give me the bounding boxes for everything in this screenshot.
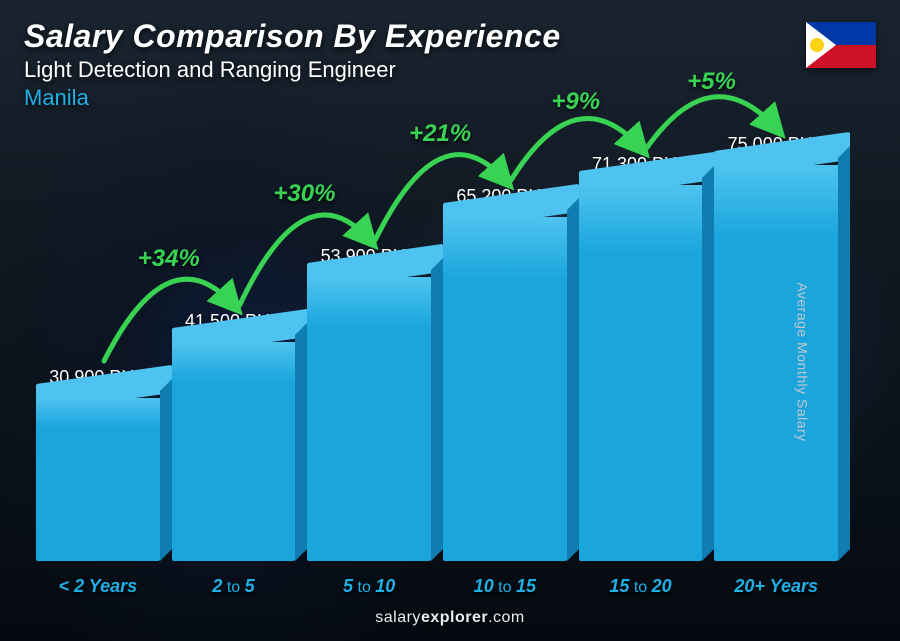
bar-column: 53,900 PHP [307,246,431,561]
bar [172,342,296,561]
x-axis-label: 10 to 15 [443,576,567,597]
growth-percent-label: +30% [273,180,335,208]
x-axis-labels: < 2 Years 2 to 5 5 to 10 10 to 15 15 to 20 20… [24,576,850,597]
header: Salary Comparison By Experience Light De… [24,18,876,111]
flag-icon [806,22,876,68]
growth-percent-label: +5% [687,68,736,96]
bar [579,185,703,561]
bar [443,217,567,561]
bar-column: 41,500 PHP [172,311,296,561]
x-axis-label: 20+ Years [714,576,838,597]
page-subtitle: Light Detection and Ranging Engineer [24,57,876,83]
brand-prefix: salary [375,609,421,626]
bar-column: 65,200 PHP [443,186,567,561]
bar [714,165,838,561]
y-axis-label: Average Monthly Salary [794,282,810,441]
bar-column: 30,900 PHP [36,367,160,561]
x-axis-label: 5 to 10 [307,576,431,597]
bar [307,277,431,561]
x-axis-label: 15 to 20 [579,576,703,597]
growth-percent-label: +21% [409,120,471,148]
salary-bar-chart: 30,900 PHP 41,500 PHP 53,900 PHP 65,200 … [24,119,876,605]
bar-column: 75,000 PHP [714,134,838,561]
x-axis-label: 2 to 5 [172,576,296,597]
growth-percent-label: +34% [138,245,200,273]
infographic-container: Salary Comparison By Experience Light De… [0,0,900,641]
growth-percent-label: +9% [551,88,600,116]
location-label: Manila [24,85,876,111]
bar-column: 71,300 PHP [579,154,703,561]
brand-bold: explorer [421,609,488,626]
bars-container: 30,900 PHP 41,500 PHP 53,900 PHP 65,200 … [24,131,850,561]
brand-suffix: .com [488,609,525,626]
bar [36,398,160,561]
footer-brand: salaryexplorer.com [24,605,876,627]
page-title: Salary Comparison By Experience [24,18,876,55]
x-axis-label: < 2 Years [36,576,160,597]
